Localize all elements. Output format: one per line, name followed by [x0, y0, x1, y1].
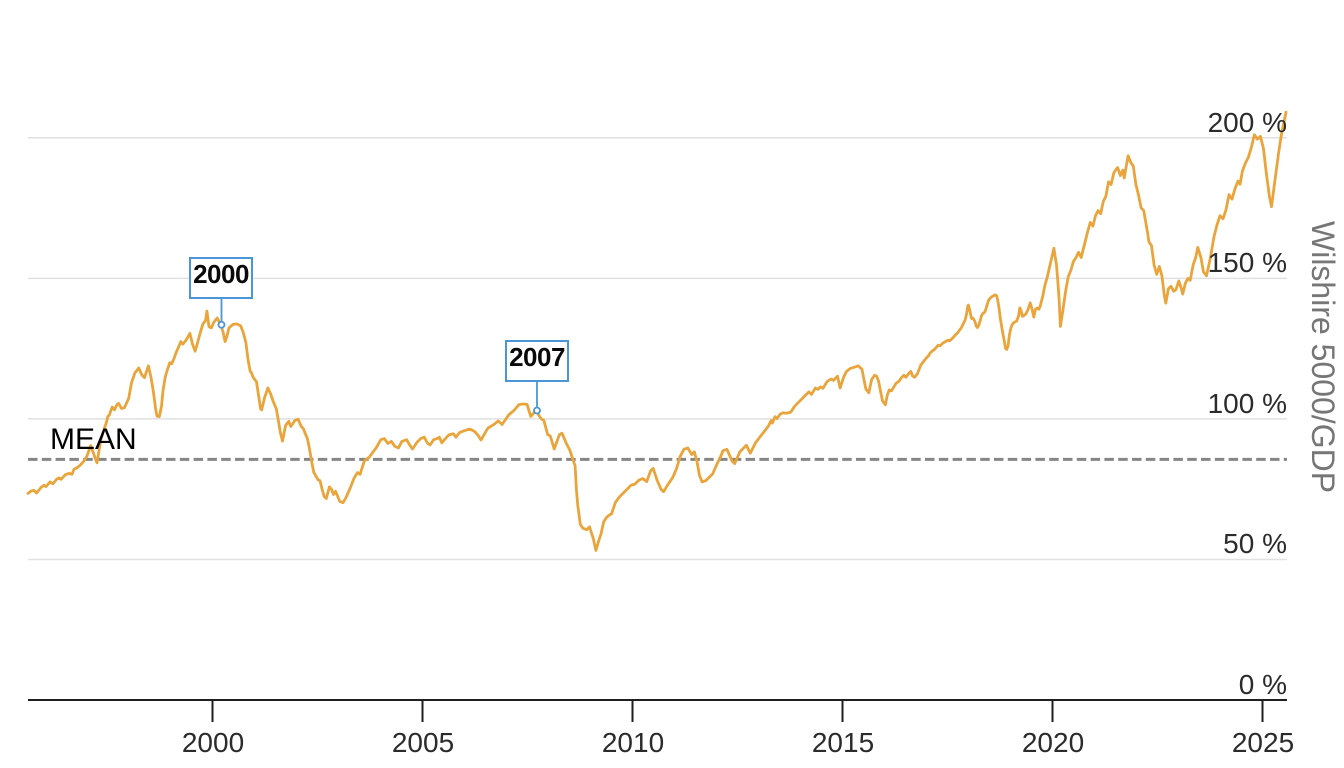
y-tick-label-100: 100 % [1207, 387, 1287, 419]
x-tick-label-2025: 2025 [1231, 727, 1294, 758]
y-tick-label-50: 50 % [1223, 528, 1287, 560]
x-axis [28, 699, 1287, 722]
y-tick-label-0: 0 % [1238, 669, 1287, 700]
wilshire-gdp-line [26, 110, 1288, 552]
y-tick-label-150: 150 % [1207, 247, 1287, 279]
annotation-marker-2000 [217, 320, 226, 329]
x-tick-label-2005: 2005 [391, 727, 454, 758]
x-tick-label-2015: 2015 [811, 727, 874, 758]
annotation-box-2007: 2007 [504, 340, 569, 383]
x-tick-label-2000: 2000 [181, 727, 244, 758]
y-tick-label-200: 200 % [1207, 106, 1287, 138]
mean-label: MEAN [50, 422, 137, 456]
annotation-marker-2007 [533, 406, 541, 415]
annotation-markers [217, 297, 541, 415]
y-axis-title: Wilshire 5000/GDP [1304, 220, 1341, 493]
x-tick-label-2020: 2020 [1021, 727, 1084, 758]
gridlines [28, 137, 1287, 561]
annotation-box-2000: 2000 [189, 257, 254, 300]
x-tick-label-2010: 2010 [601, 727, 664, 758]
